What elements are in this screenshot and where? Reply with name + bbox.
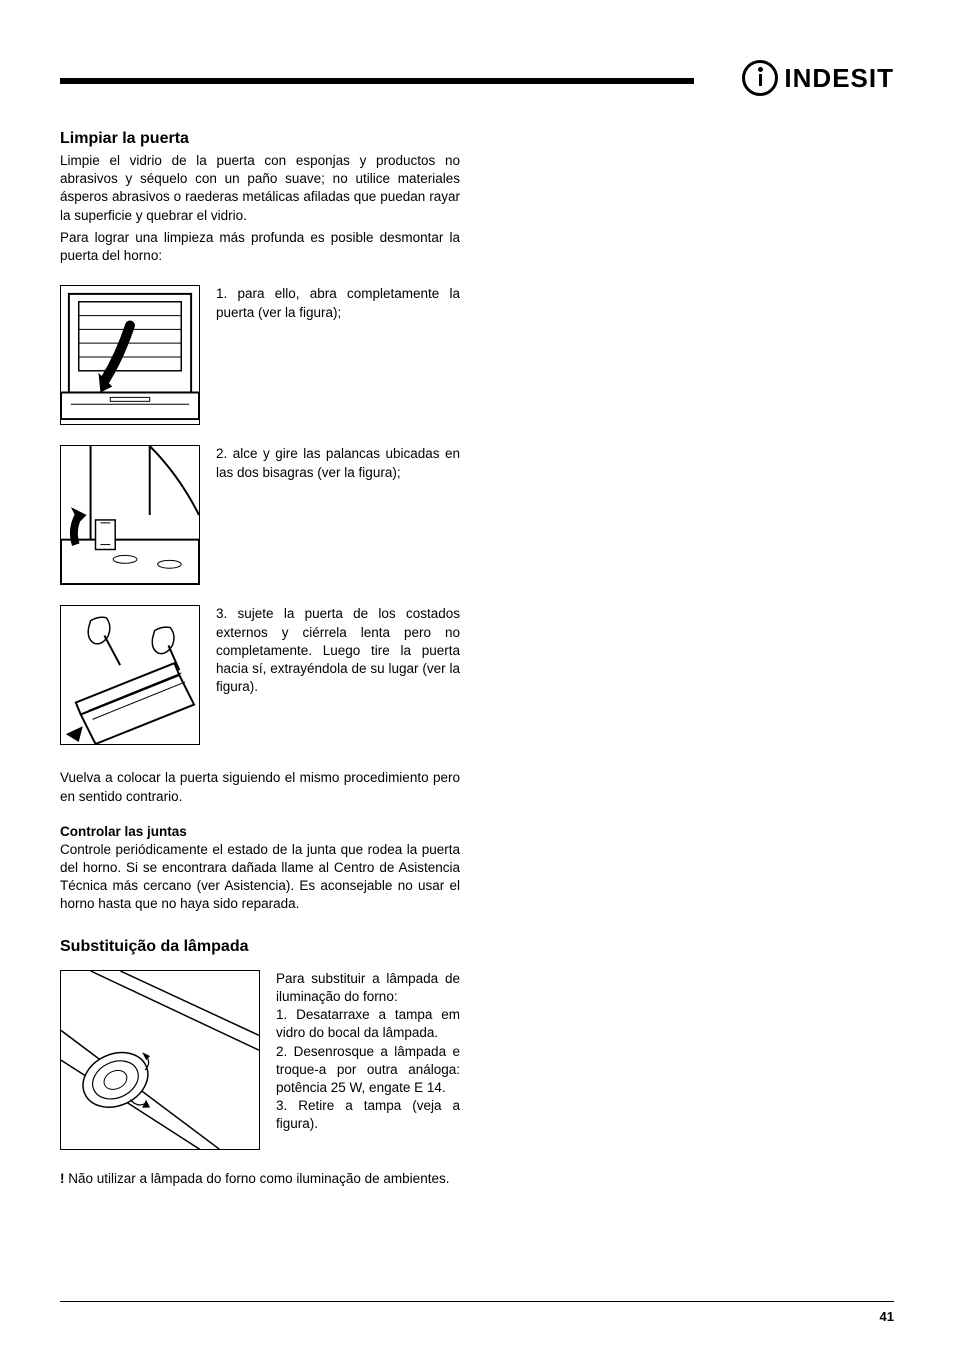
section-title-clean-door: Limpiar la puerta [60, 130, 460, 148]
check-seals-text: Controle periódicamente el estado de la … [60, 841, 460, 914]
brand-name: INDESIT [784, 63, 894, 94]
step-3-text: 3. sujete la puerta de los costados exte… [216, 605, 460, 696]
lamp-intro: Para substituir a lâmpada de iluminação … [276, 971, 460, 1004]
step-1-text: 1. para ello, abra completamente la puer… [216, 285, 460, 321]
step-2-figure [60, 445, 200, 585]
brand-logo-icon [742, 60, 778, 96]
lamp-row: Para substituir a lâmpada de iluminação … [60, 970, 460, 1150]
main-column: Limpiar la puerta Limpie el vidrio de la… [60, 130, 460, 1188]
reassembly-text: Vuelva a colocar la puerta siguiendo el … [60, 769, 460, 805]
lamp-step-2: 2. Desenrosque a lâmpada e troque-a por … [276, 1044, 460, 1095]
section-title-lamp: Substituição da lâmpada [60, 938, 460, 956]
warning-body: Não utilizar a lâmpada do forno como ilu… [65, 1171, 450, 1186]
lamp-step-1: 1. Desatarraxe a tampa em vidro do bocal… [276, 1007, 460, 1040]
page-number: 41 [880, 1309, 894, 1324]
step-3-figure [60, 605, 200, 745]
check-seals-title: Controlar las juntas [60, 824, 460, 839]
step-2-row: 2. alce y gire las palancas ubicadas en … [60, 445, 460, 585]
page-header: INDESIT [60, 60, 894, 110]
intro-paragraph-1: Limpie el vidrio de la puerta con esponj… [60, 152, 460, 225]
step-1-figure [60, 285, 200, 425]
step-2-text: 2. alce y gire las palancas ubicadas en … [216, 445, 460, 481]
hinge-lever-icon [61, 446, 199, 584]
oven-open-door-icon [61, 286, 199, 424]
intro-paragraph-2: Para lograr una limpieza más profunda es… [60, 229, 460, 265]
step-3-row: 3. sujete la puerta de los costados exte… [60, 605, 460, 745]
footer-rule [60, 1301, 894, 1302]
lamp-figure [60, 970, 260, 1150]
lamp-text: Para substituir a lâmpada de iluminação … [276, 970, 460, 1134]
lamp-step-3: 3. Retire a tampa (veja a figura). [276, 1098, 460, 1131]
warning-text: ! Não utilizar a lâmpada do forno como i… [60, 1170, 460, 1188]
header-rule [60, 78, 694, 84]
remove-door-icon [61, 606, 199, 744]
lamp-replace-icon [61, 971, 259, 1149]
step-1-row: 1. para ello, abra completamente la puer… [60, 285, 460, 425]
brand-logo: INDESIT [742, 60, 894, 96]
